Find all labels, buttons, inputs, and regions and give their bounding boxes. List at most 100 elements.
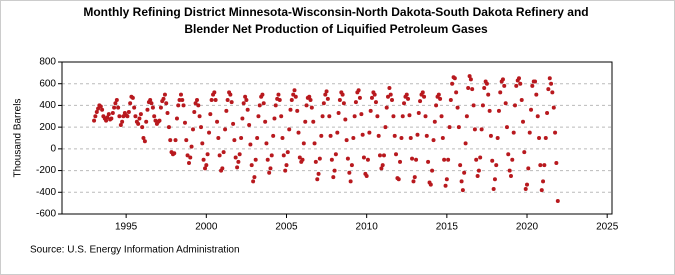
y-tick-label: 800: [39, 57, 56, 68]
data-point: [340, 92, 345, 97]
data-point: [496, 108, 501, 113]
data-point: [277, 98, 282, 102]
data-point: [324, 89, 329, 94]
data-point: [459, 179, 464, 184]
data-point: [235, 165, 240, 170]
data-point: [478, 155, 483, 160]
data-point: [344, 138, 349, 143]
data-point: [165, 111, 170, 116]
data-point: [233, 155, 238, 160]
data-point: [538, 163, 543, 168]
data-point: [144, 119, 149, 124]
data-point: [188, 155, 193, 160]
data-point: [436, 92, 441, 97]
data-point: [140, 125, 145, 130]
data-point: [410, 156, 415, 161]
data-point: [551, 105, 556, 110]
y-tick-label: -600: [36, 209, 56, 220]
data-point: [541, 179, 546, 184]
data-point: [460, 188, 465, 193]
data-point: [372, 92, 377, 97]
data-point: [518, 81, 523, 86]
data-point: [303, 119, 308, 124]
data-point: [189, 144, 194, 149]
data-point: [100, 107, 105, 112]
data-point: [113, 101, 118, 106]
data-point: [309, 105, 314, 110]
data-point: [114, 98, 119, 102]
data-point: [203, 166, 208, 171]
data-point: [349, 163, 354, 168]
data-point: [543, 136, 548, 140]
data-point: [379, 166, 384, 171]
data-point: [93, 114, 98, 119]
data-point: [133, 114, 138, 119]
data-point: [289, 98, 294, 102]
data-point: [317, 156, 322, 161]
data-point: [116, 105, 121, 110]
data-point: [215, 119, 220, 124]
data-point: [150, 105, 155, 110]
data-point: [224, 108, 229, 113]
data-point: [301, 141, 306, 146]
data-point: [359, 112, 364, 117]
data-point: [323, 92, 328, 97]
data-point: [356, 88, 361, 93]
data-point: [534, 92, 539, 97]
data-point: [450, 81, 455, 86]
data-point: [216, 136, 221, 140]
data-point: [117, 114, 122, 119]
data-point: [248, 142, 253, 147]
data-point: [533, 79, 538, 84]
data-point: [243, 94, 248, 99]
data-point: [414, 157, 419, 162]
data-point: [149, 101, 154, 106]
data-point: [281, 153, 286, 158]
data-point: [313, 159, 318, 164]
data-point: [426, 159, 431, 164]
data-point: [504, 125, 509, 130]
data-point: [553, 130, 558, 135]
data-point: [554, 160, 559, 165]
data-point: [495, 136, 500, 140]
data-point: [422, 94, 427, 99]
data-point: [364, 174, 369, 178]
data-point: [375, 114, 380, 119]
data-point: [176, 103, 181, 108]
data-point: [199, 125, 204, 130]
data-point: [486, 92, 491, 97]
data-point: [464, 114, 469, 119]
data-point: [193, 101, 198, 106]
data-point: [549, 81, 554, 86]
data-point: [383, 125, 388, 130]
data-point: [361, 155, 366, 160]
data-point: [456, 125, 461, 130]
data-point: [439, 114, 444, 119]
data-point: [128, 101, 133, 106]
data-point: [474, 157, 479, 162]
data-point: [204, 163, 209, 168]
data-point: [104, 118, 109, 123]
data-point: [161, 96, 166, 101]
data-point: [168, 138, 173, 143]
data-point: [145, 107, 150, 112]
data-point: [428, 182, 433, 187]
data-point: [182, 120, 187, 125]
data-point: [430, 168, 435, 173]
x-tick-label: 2000: [195, 222, 218, 233]
data-point: [452, 76, 457, 81]
data-point: [537, 136, 542, 140]
data-point: [546, 87, 551, 92]
data-point: [454, 90, 459, 95]
data-point: [368, 108, 373, 113]
data-point: [162, 92, 167, 97]
data-point: [288, 107, 293, 112]
data-point: [232, 138, 237, 143]
data-point: [467, 74, 472, 79]
data-point: [418, 99, 423, 104]
data-point: [341, 101, 346, 106]
data-point: [185, 153, 190, 158]
data-point: [166, 125, 171, 130]
data-point: [402, 101, 407, 106]
